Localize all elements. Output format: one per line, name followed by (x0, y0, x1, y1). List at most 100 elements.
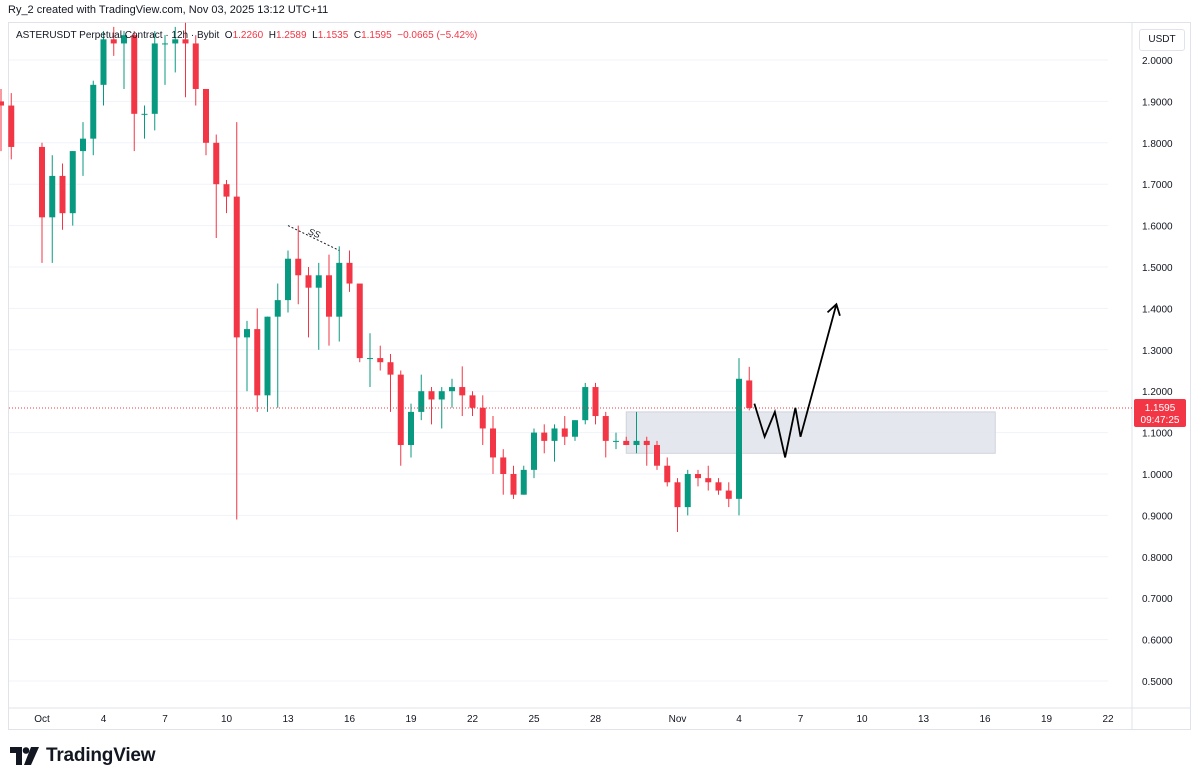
candle-bullish (141, 105, 148, 139)
candle-bearish (715, 478, 722, 495)
support-zone-rectangle (625, 411, 996, 454)
time-tick-label: 19 (1041, 714, 1053, 725)
candle-bullish (80, 122, 86, 176)
high-value: 1.2589 (275, 30, 307, 41)
candle-body (305, 275, 312, 288)
candle-body (213, 142, 220, 185)
current-price-value: 1.1595 (1145, 403, 1176, 414)
candle-bullish (121, 31, 127, 89)
candle-body (49, 175, 56, 218)
candle-body (346, 262, 353, 284)
candle-bearish (59, 163, 66, 230)
candle-bullish (582, 382, 589, 425)
time-tick-label: 10 (221, 714, 233, 725)
candle-bullish (244, 320, 250, 392)
candle-body (623, 440, 630, 446)
candle-body (674, 482, 681, 508)
candle-bearish (326, 254, 332, 346)
candle-bearish (459, 366, 466, 417)
candle-body (572, 420, 578, 437)
candle-bearish (182, 22, 189, 98)
time-tick-label: 19 (405, 714, 417, 725)
candle-bearish (643, 436, 650, 466)
close-label: C (353, 30, 362, 41)
time-tick-label: 7 (798, 714, 804, 725)
candle-body (602, 416, 609, 441)
tradingview-logo-icon (10, 747, 39, 765)
candle-bullish (151, 31, 158, 131)
candle-bearish (39, 142, 45, 263)
candle-bullish (520, 465, 527, 495)
candle-bullish (49, 155, 56, 263)
tradingview-logo-text: TradingView (46, 745, 156, 766)
current-price-label-bg (1134, 398, 1186, 427)
change-value: −0.0665 (−5.42%) (397, 30, 478, 41)
candle-bearish (356, 283, 363, 363)
price-tick-label: 0.8000 (1142, 553, 1173, 564)
price-countdown: 09:47:25 (1141, 415, 1180, 426)
candle-body (151, 43, 158, 114)
candle-bearish (213, 134, 220, 239)
time-tick-label: 13 (918, 714, 930, 725)
candle-bullish (264, 316, 271, 412)
candle-body (438, 391, 445, 400)
candle-bearish (654, 440, 660, 470)
candle-body (39, 146, 45, 218)
candle-bearish (428, 387, 435, 425)
close-value: 1.1595 (361, 30, 392, 41)
candle-bearish (695, 469, 701, 487)
candle-body (315, 275, 322, 288)
open-value: 1.2260 (232, 30, 264, 41)
candle-bearish (223, 180, 230, 214)
price-tick-label: 1.1000 (1142, 429, 1173, 440)
candle-bullish (367, 333, 373, 388)
candle-body (295, 258, 302, 276)
candle-bearish (397, 370, 404, 466)
currency-button[interactable]: USDT (1139, 29, 1185, 51)
candle-body (725, 490, 732, 499)
candle-bearish (623, 436, 630, 446)
candle-bullish (531, 428, 537, 479)
candle-body (0, 101, 4, 106)
candle-body (367, 358, 373, 360)
price-tick-label: 1.9000 (1142, 97, 1173, 108)
time-tick-label: 28 (590, 714, 602, 725)
candle-bearish (725, 482, 732, 508)
projection-arrowhead (826, 302, 841, 316)
candle-body (377, 358, 384, 363)
price-tick-label: 0.7000 (1142, 594, 1173, 605)
candle-bearish (131, 31, 138, 152)
candle-body (80, 138, 86, 152)
price-tick-label: 2.0000 (1142, 56, 1173, 67)
candle-bearish (746, 366, 753, 411)
price-tick-label: 1.7000 (1142, 180, 1173, 191)
candle-bearish (295, 225, 302, 305)
price-tick-label: 0.6000 (1142, 636, 1173, 647)
candle-body (244, 329, 250, 338)
candle-bullish (613, 432, 619, 450)
symbol-name: ASTERUSDT Perpetual Contract · 12h · Byb… (16, 30, 220, 41)
ss-annotation-label: SS (307, 227, 322, 241)
price-tick-label: 0.9000 (1142, 511, 1173, 522)
candle-body (203, 88, 209, 143)
candle-bullish (418, 374, 425, 421)
candle-bearish (561, 416, 568, 446)
price-tick-label: 1.3000 (1142, 346, 1173, 357)
candle-body (695, 474, 701, 479)
candle-body (336, 262, 343, 317)
low-value: 1.1535 (317, 30, 349, 41)
time-tick-label: 22 (1102, 714, 1114, 725)
candle-bearish (233, 122, 240, 520)
candle-bearish (510, 465, 517, 499)
candle-body (592, 387, 599, 417)
candle-bullish (162, 35, 168, 85)
time-tick-label: 4 (101, 714, 107, 725)
tradingview-logo[interactable]: TradingView (10, 745, 156, 767)
time-tick-label: Nov (669, 714, 687, 725)
candle-body (408, 411, 414, 446)
candle-body (449, 387, 455, 392)
candle-body (418, 391, 425, 412)
candle-body (192, 43, 199, 89)
candle-bearish (479, 395, 486, 446)
